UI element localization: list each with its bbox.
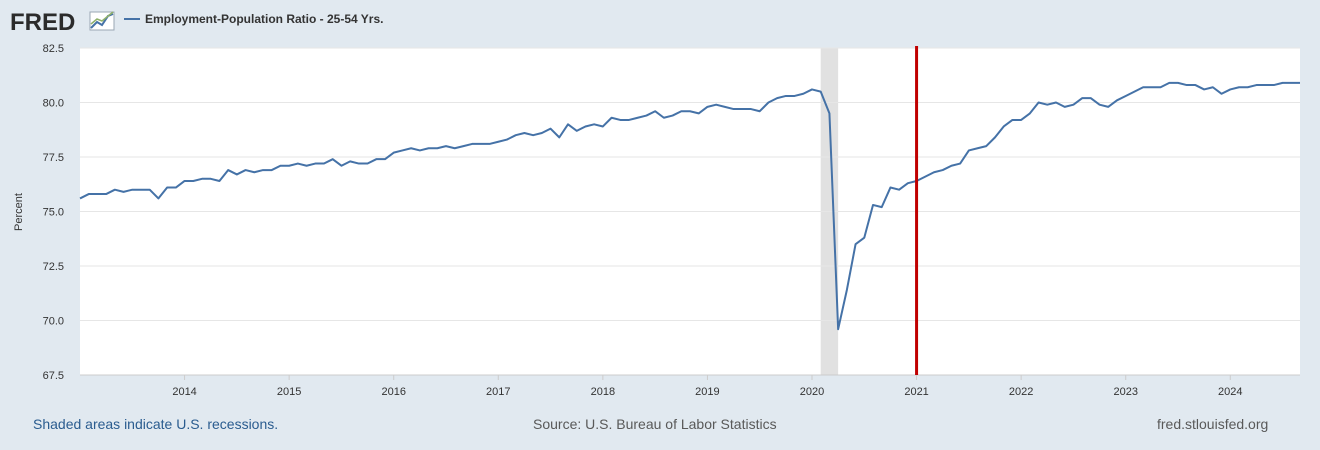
x-tick-label: 2023: [1113, 386, 1137, 398]
x-tick-label: 2024: [1218, 386, 1242, 398]
x-tick-label: 2017: [486, 386, 510, 398]
source-note[interactable]: Source: U.S. Bureau of Labor Statistics: [533, 416, 777, 432]
x-tick-label: 2021: [904, 386, 928, 398]
x-tick-label: 2019: [695, 386, 719, 398]
x-tick-label: 2014: [172, 386, 196, 398]
site-link[interactable]: fred.stlouisfed.org: [1157, 416, 1269, 432]
y-tick-label: 77.5: [43, 152, 64, 164]
x-tick-label: 2022: [1009, 386, 1033, 398]
recession-note[interactable]: Shaded areas indicate U.S. recessions.: [33, 416, 279, 432]
y-tick-label: 80.0: [43, 98, 64, 110]
x-tick-label: 2016: [381, 386, 405, 398]
fred-logo[interactable]: FRED: [10, 9, 115, 36]
y-axis-label: Percent: [13, 193, 25, 231]
chart: FRED Employment-Population Ratio - 25-54…: [10, 9, 1300, 398]
legend: Employment-Population Ratio - 25-54 Yrs.: [124, 12, 384, 26]
y-tick-label: 70.0: [43, 316, 64, 328]
x-tick-label: 2015: [277, 386, 301, 398]
gridlines: [80, 47, 1300, 376]
series-line: [79, 81, 1300, 331]
y-tick-label: 72.5: [43, 261, 64, 273]
y-tick-label: 75.0: [43, 207, 64, 219]
x-tick-label: 2020: [800, 386, 824, 398]
y-tick-label: 67.5: [43, 370, 64, 382]
x-axis-ticks: 2014 2015 2016 2017 2018 2019 2020 2021 2022 2023…: [80, 374, 1300, 398]
fred-logo-text: FRED: [10, 9, 75, 36]
x-tick-label: 2018: [591, 386, 615, 398]
y-axis-ticks: 67.5 70.0 72.5 75.0 77.5 80.0 82.5: [43, 43, 64, 382]
y-tick-label: 82.5: [43, 43, 64, 55]
legend-label: Employment-Population Ratio - 25-54 Yrs.: [145, 12, 384, 26]
line-chart-icon: [89, 11, 115, 31]
